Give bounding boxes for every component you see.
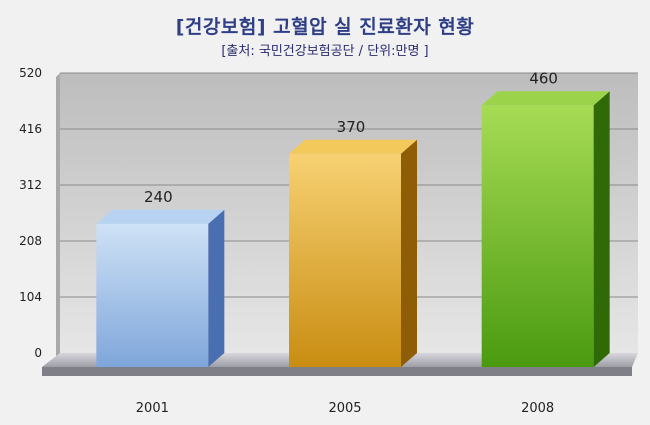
- bar-2005: [289, 153, 401, 367]
- bar-top-2008: [481, 91, 610, 106]
- y-tick-label: 520: [19, 66, 42, 80]
- y-tick-label: 416: [19, 122, 42, 136]
- x-tick-label: 2001: [136, 401, 169, 416]
- bar-side-2001: [208, 209, 225, 367]
- chart-floor-edge: [42, 367, 632, 376]
- y-tick-label: 104: [19, 290, 42, 304]
- y-tick-label: 0: [34, 346, 42, 360]
- bar-top-2001: [96, 209, 225, 224]
- chart-left-wall-edge: [56, 73, 60, 357]
- bar-2001: [96, 223, 209, 367]
- data-label: 370: [337, 118, 366, 136]
- chart-title: [건강보험] 고혈압 실 진료환자 현황: [175, 16, 475, 38]
- x-tick-label: 2008: [521, 401, 554, 416]
- y-tick-label: 312: [19, 178, 42, 192]
- y-tick-label: 208: [19, 234, 42, 248]
- bar-2008: [481, 105, 594, 368]
- data-label: 460: [529, 69, 558, 87]
- bar-side-2008: [593, 91, 610, 368]
- chart-subtitle: [출처: 국민건강보험공단 / 단위:만명 ]: [221, 44, 429, 59]
- bar-side-2005: [401, 139, 417, 367]
- bar-top-2005: [289, 139, 417, 154]
- data-label: 240: [144, 188, 173, 206]
- x-tick-label: 2005: [328, 401, 361, 416]
